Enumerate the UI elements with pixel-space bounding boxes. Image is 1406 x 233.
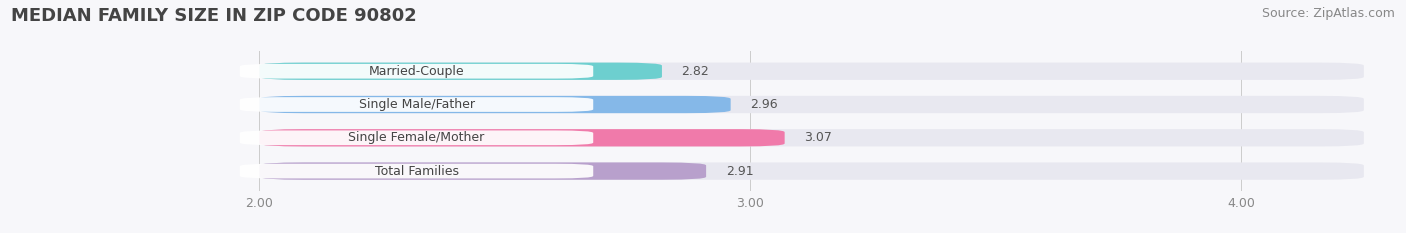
Text: Single Female/Mother: Single Female/Mother bbox=[349, 131, 485, 144]
Text: Source: ZipAtlas.com: Source: ZipAtlas.com bbox=[1261, 7, 1395, 20]
FancyBboxPatch shape bbox=[260, 96, 731, 113]
FancyBboxPatch shape bbox=[260, 63, 1364, 80]
Text: 2.96: 2.96 bbox=[751, 98, 778, 111]
Text: 2.82: 2.82 bbox=[682, 65, 710, 78]
Text: Married-Couple: Married-Couple bbox=[368, 65, 464, 78]
FancyBboxPatch shape bbox=[240, 130, 593, 145]
FancyBboxPatch shape bbox=[260, 129, 1364, 147]
FancyBboxPatch shape bbox=[240, 97, 593, 112]
FancyBboxPatch shape bbox=[260, 63, 662, 80]
Text: Single Male/Father: Single Male/Father bbox=[359, 98, 475, 111]
FancyBboxPatch shape bbox=[260, 129, 785, 147]
FancyBboxPatch shape bbox=[260, 96, 1364, 113]
Text: 2.91: 2.91 bbox=[725, 164, 754, 178]
FancyBboxPatch shape bbox=[240, 164, 593, 178]
Text: 3.07: 3.07 bbox=[804, 131, 832, 144]
FancyBboxPatch shape bbox=[260, 162, 1364, 180]
Text: Total Families: Total Families bbox=[374, 164, 458, 178]
FancyBboxPatch shape bbox=[240, 64, 593, 79]
Text: MEDIAN FAMILY SIZE IN ZIP CODE 90802: MEDIAN FAMILY SIZE IN ZIP CODE 90802 bbox=[11, 7, 418, 25]
FancyBboxPatch shape bbox=[260, 162, 706, 180]
